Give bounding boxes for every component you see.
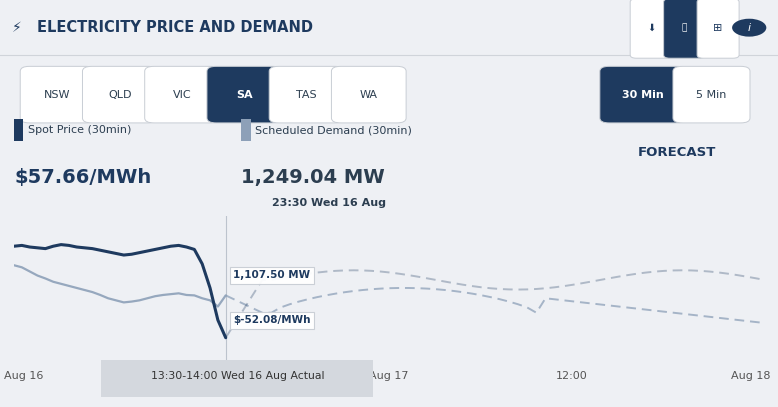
FancyBboxPatch shape [673,66,750,123]
Text: 1,249.04 MW: 1,249.04 MW [241,168,385,186]
Bar [14,119,23,141]
Text: WA: WA [359,90,378,100]
Text: TAS: TAS [296,90,317,100]
Text: 12:00: 12:00 [556,372,587,381]
Text: 5 Min: 5 Min [696,90,727,100]
Text: VIC: VIC [173,90,191,100]
FancyBboxPatch shape [630,0,672,58]
Text: $-52.08/MWh: $-52.08/MWh [233,315,310,325]
Text: ELECTRICITY PRICE AND DEMAND: ELECTRICITY PRICE AND DEMAND [37,20,314,35]
Text: ⬇: ⬇ [647,23,655,33]
Text: 13:30-14:00 Wed 16 Aug Actual: 13:30-14:00 Wed 16 Aug Actual [150,372,324,381]
Text: 1,107.50 MW: 1,107.50 MW [233,270,310,280]
FancyBboxPatch shape [82,66,157,123]
FancyBboxPatch shape [145,66,219,123]
FancyBboxPatch shape [664,0,706,58]
Text: Aug 16: Aug 16 [4,372,43,381]
Text: Scheduled Demand (30min): Scheduled Demand (30min) [255,125,412,135]
FancyBboxPatch shape [20,66,95,123]
Text: i: i [748,23,751,33]
Text: ⚡: ⚡ [12,21,22,35]
Bar [101,358,373,397]
Text: 30 Min: 30 Min [622,90,664,100]
Text: Aug 18: Aug 18 [731,372,770,381]
Text: QLD: QLD [108,90,131,100]
Bar [241,119,251,141]
Text: 23:30 Wed 16 Aug: 23:30 Wed 16 Aug [272,199,387,208]
Text: SA: SA [236,90,253,100]
FancyBboxPatch shape [600,66,686,123]
Text: Spot Price (30min): Spot Price (30min) [28,125,131,135]
FancyBboxPatch shape [331,66,406,123]
Bar [0,0,778,55]
FancyBboxPatch shape [697,0,739,58]
Circle shape [732,19,766,37]
Text: NSW: NSW [44,90,71,100]
Text: $57.66/MWh: $57.66/MWh [14,168,151,186]
FancyBboxPatch shape [269,66,344,123]
Text: Aug 17: Aug 17 [370,372,408,381]
Text: 📶: 📶 [682,23,687,32]
FancyBboxPatch shape [207,66,282,123]
Text: FORECAST: FORECAST [638,146,716,159]
Text: ⊞: ⊞ [713,23,723,33]
